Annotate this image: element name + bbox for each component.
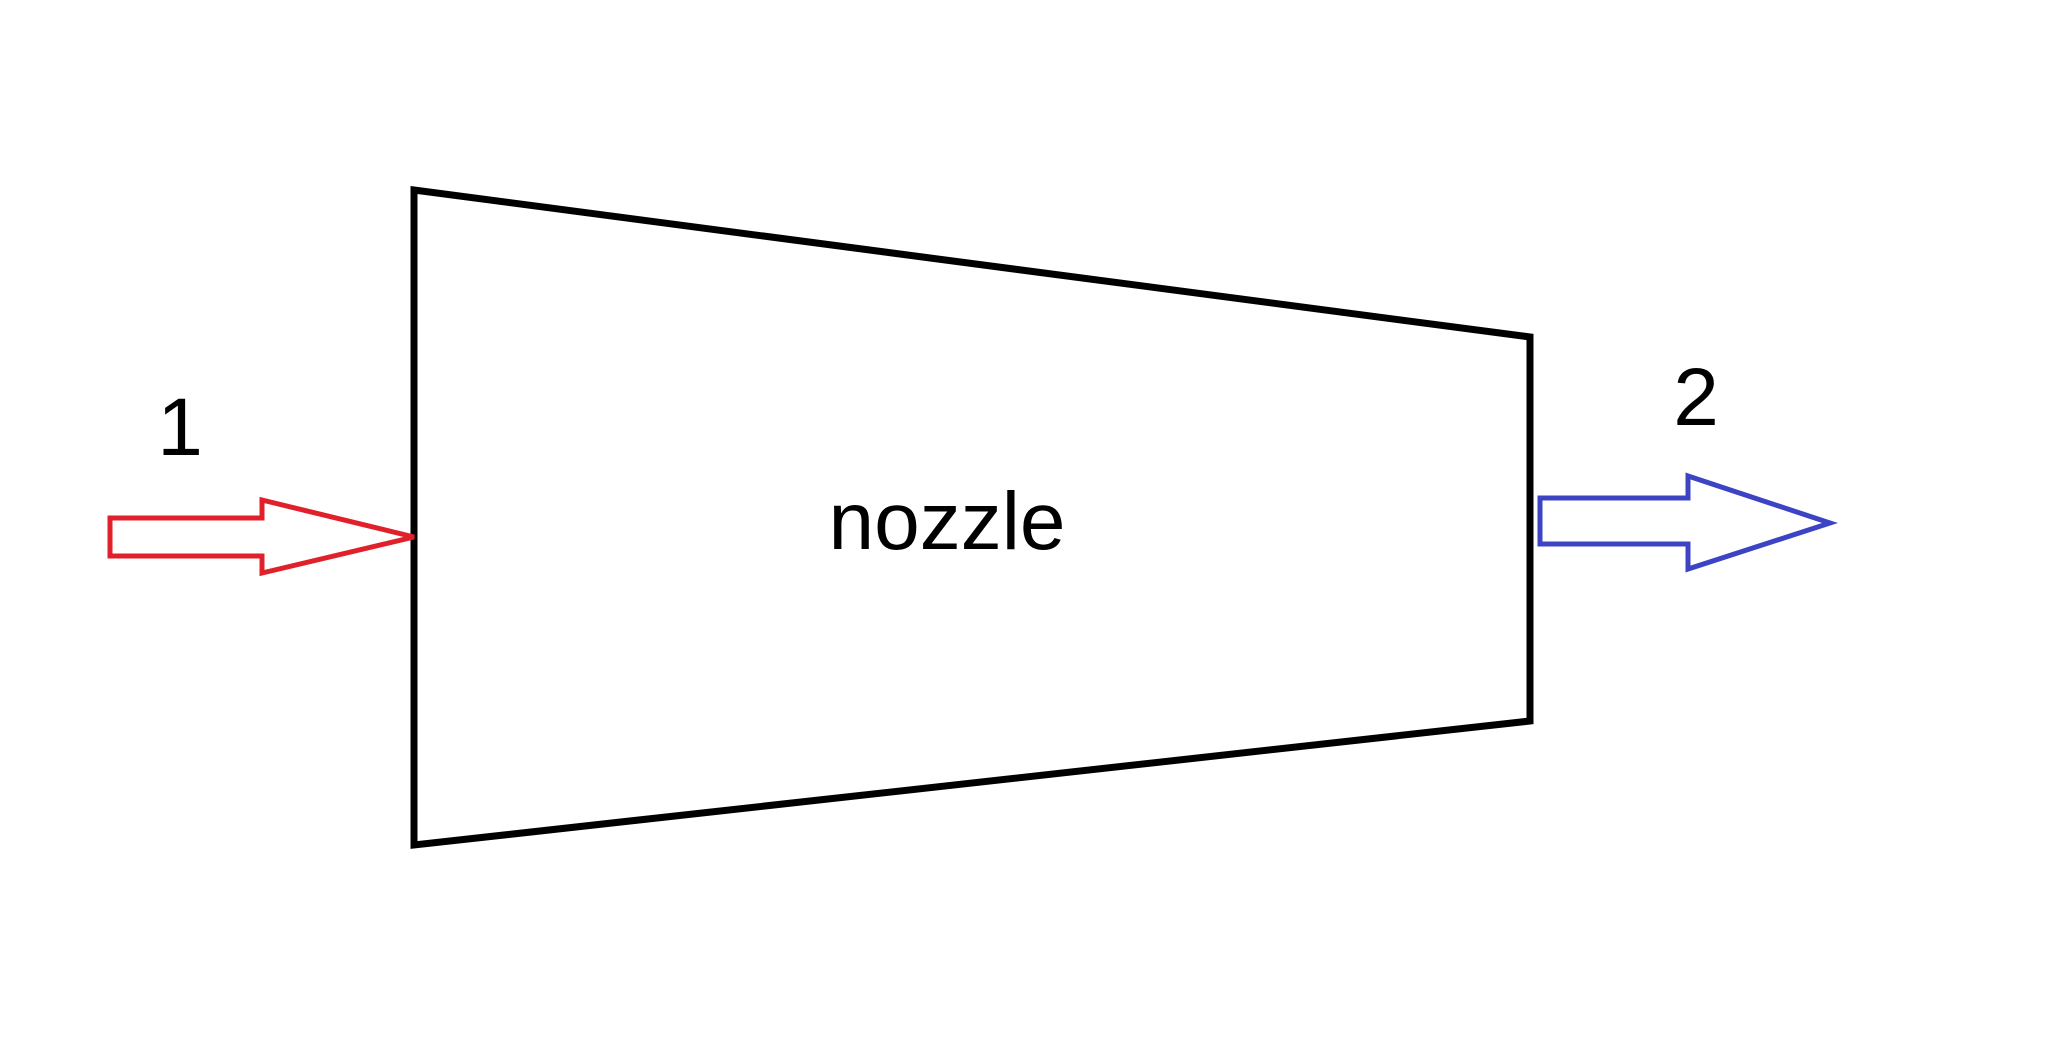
outlet-arrow: [1537, 472, 1839, 573]
outlet-label: 2: [1673, 352, 1719, 443]
inlet-arrow: [107, 496, 415, 577]
nozzle-body: [410, 186, 1534, 849]
inlet-label: 1: [157, 382, 203, 473]
nozzle-title: nozzle: [828, 476, 1065, 567]
